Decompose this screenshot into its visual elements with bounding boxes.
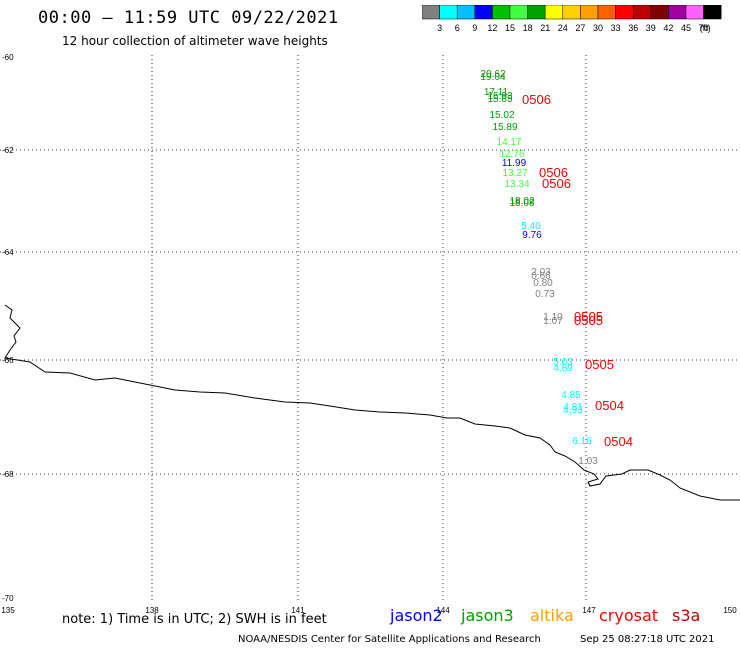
wave-height-value: 0.80 — [533, 278, 553, 289]
satellite-s3a: s3a — [672, 606, 701, 625]
wave-height-value: 15.85 — [487, 94, 512, 105]
lon-label: 141 — [291, 606, 305, 615]
satellite-jason2: jason2 — [390, 606, 443, 625]
longitude-labels: 135 138 141 144 147 150 — [1, 606, 737, 615]
colorbar-label: 42 — [663, 23, 673, 33]
wave-height-value: 5.03 — [553, 357, 573, 368]
lon-label: 150 — [723, 606, 737, 615]
lat-label: -64 — [2, 248, 14, 257]
observation-time: 0506 — [542, 176, 571, 191]
wave-height-value: 19.04 — [480, 72, 505, 83]
wave-height-value: 4.89 — [553, 363, 573, 374]
wave-height-value: 6.16 — [572, 436, 592, 447]
colorbar-label: 3 — [437, 23, 442, 33]
lat-label: -68 — [2, 470, 14, 479]
observation-time: 0504 — [595, 398, 624, 413]
chart-subtitle: 12 hour collection of altimeter wave hei… — [62, 34, 328, 48]
observation-time: 0506 — [539, 165, 568, 180]
lon-label: 135 — [1, 606, 15, 615]
wave-height-value: 18.08 — [509, 198, 534, 209]
satellite-altika: altika — [530, 606, 574, 625]
colorbar-label: 27 — [575, 23, 585, 33]
observation-time: 0504 — [604, 434, 633, 449]
generation-timestamp: Sep 25 08:27:18 UTC 2021 — [580, 634, 715, 645]
colorbar-label: 39 — [646, 23, 656, 33]
wave-height-value: 15.93 — [487, 91, 512, 102]
wave-height-value: 4.93 — [563, 405, 583, 416]
colorbar-swatch — [703, 5, 722, 20]
wave-height-value: 15.89 — [492, 122, 517, 133]
observation-time: 0506 — [522, 92, 551, 107]
wave-height-value: 9.76 — [522, 230, 542, 241]
colorbar-label: 70 — [699, 23, 709, 33]
observation-time: 0505 — [574, 313, 603, 328]
lat-label: -70 — [2, 594, 14, 603]
lat-label: -60 — [2, 53, 14, 62]
color-scale-legend: 3 6 9 12 15 18 21 24 27 30 33 36 39 42 45 70(ft) — [422, 5, 722, 33]
wave-height-value: 15.02 — [489, 110, 514, 121]
wave-height-value: 0.66 — [531, 271, 551, 282]
colorbar-label: 36 — [628, 23, 638, 33]
grid-lines — [0, 55, 740, 600]
observation-time: 0505 — [574, 309, 603, 324]
satellite-cryosat: cryosat — [599, 606, 659, 625]
wave-height-value: 12.76 — [499, 149, 524, 160]
wave-height-value: 1.10 — [543, 312, 563, 323]
wave-height-value: 17.11 — [484, 87, 509, 98]
lon-label: 147 — [582, 606, 596, 615]
wave-height-value: 20.62 — [480, 69, 505, 80]
colorbar-label: 9 — [472, 23, 477, 33]
colorbar-label: 30 — [593, 23, 603, 33]
lat-label: -62 — [2, 146, 14, 155]
chart-title: 00:00 – 11:59 UTC 09/22/2021 — [38, 8, 339, 28]
footer-note: note: 1) Time is in UTC; 2) SWH is in fe… — [62, 612, 327, 627]
colorbar-label: 33 — [611, 23, 621, 33]
wave-height-value: 0.73 — [535, 289, 555, 300]
colorbar-label: 15 — [505, 23, 515, 33]
observation-time: 0505 — [585, 357, 614, 372]
colorbar-label: 45 — [681, 23, 691, 33]
latitude-labels: -60 -62 -64 -66 -68 -70 — [2, 53, 14, 603]
satellite-jason3: jason3 — [461, 606, 514, 625]
colorbar-label: 18 — [523, 23, 533, 33]
colorbar-label: 12 — [487, 23, 497, 33]
wave-height-value: 11.99 — [502, 158, 527, 169]
credit-line: NOAA/NESDIS Center for Satellite Applica… — [238, 634, 541, 645]
lat-label: -66 — [2, 356, 14, 365]
colorbar-label: 21 — [540, 23, 550, 33]
wave-height-value: 14.17 — [496, 137, 521, 148]
wave-height-value: 13.34 — [504, 179, 529, 190]
lon-label: 144 — [436, 606, 450, 615]
wave-height-value: 5.40 — [521, 221, 541, 232]
wave-height-value: 1.03 — [578, 456, 598, 467]
wave-height-value: 1.07 — [543, 316, 563, 327]
lon-label: 138 — [145, 606, 159, 615]
wave-height-value: 4.85 — [561, 390, 581, 401]
colorbar-label: 24 — [558, 23, 568, 33]
colorbar-unit: (ft) — [700, 23, 711, 33]
wave-height-value: 4.81 — [563, 402, 583, 413]
wave-height-value: 13.27 — [502, 168, 527, 179]
colorbar-label: 6 — [455, 23, 460, 33]
wave-height-value: 18.02 — [509, 196, 534, 207]
antarctic-coastline — [4, 304, 740, 501]
wave-height-value: 2.03 — [531, 267, 551, 278]
